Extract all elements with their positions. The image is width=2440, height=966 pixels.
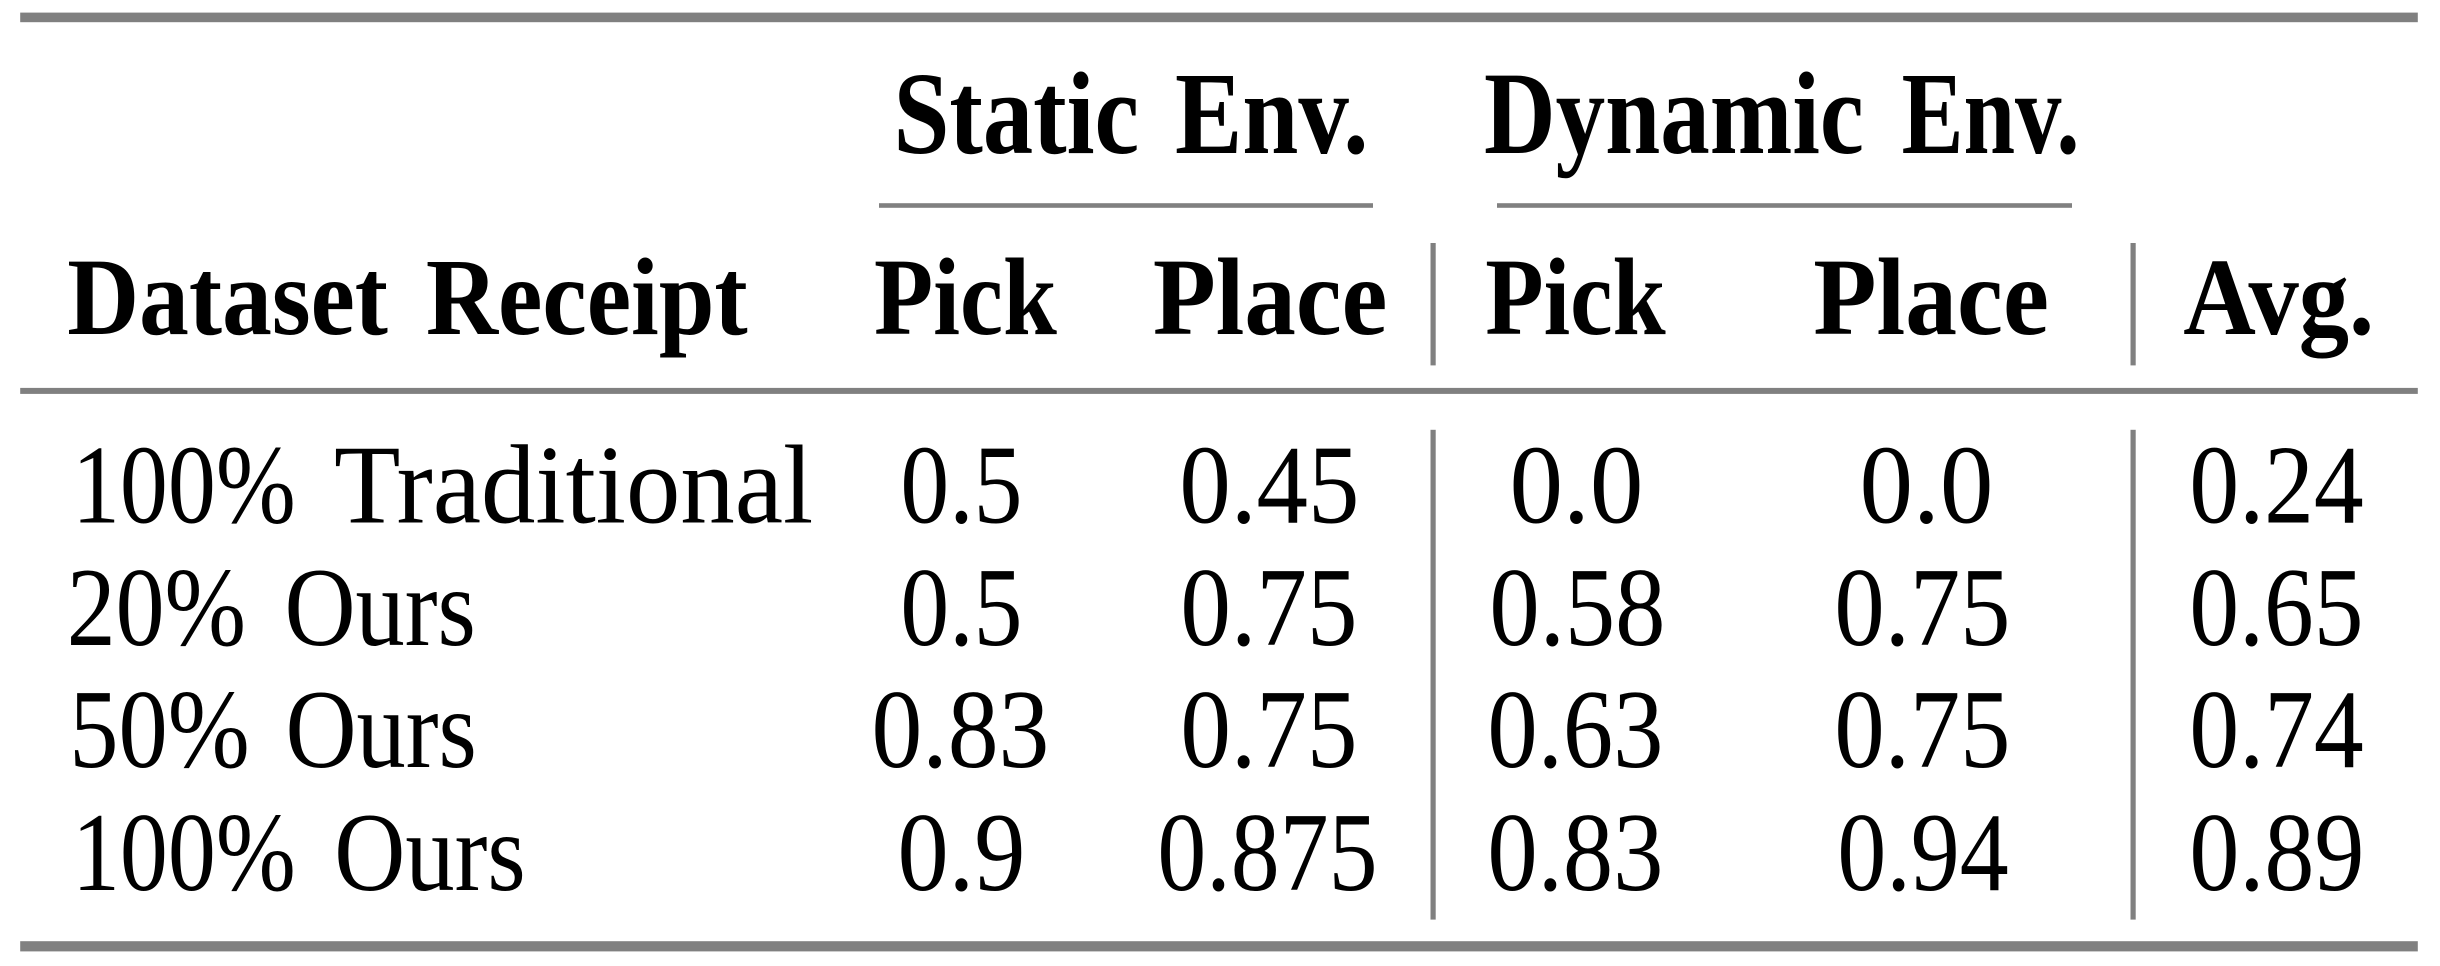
svg-text:0.75: 0.75 [1180, 668, 1357, 792]
svg-text:0.58: 0.58 [1489, 546, 1665, 670]
svg-text:0.0: 0.0 [1510, 424, 1644, 548]
svg-text:Pick: Pick [1485, 236, 1666, 358]
svg-text:0.45: 0.45 [1179, 424, 1359, 548]
svg-text:0.875: 0.875 [1157, 791, 1377, 915]
svg-text:0.75: 0.75 [1834, 546, 2010, 670]
svg-text:100%: 100% [72, 424, 296, 548]
svg-text:0.65: 0.65 [2189, 546, 2363, 670]
svg-text:Receipt: Receipt [426, 236, 748, 358]
svg-text:0.0: 0.0 [1860, 424, 1994, 548]
svg-text:Place: Place [1153, 236, 1388, 358]
svg-text:Dataset: Dataset [67, 236, 388, 358]
svg-text:0.75: 0.75 [1834, 668, 2010, 792]
svg-text:Env.: Env. [1175, 48, 1369, 179]
svg-text:0.83: 0.83 [871, 668, 1049, 792]
svg-text:0.94: 0.94 [1837, 791, 2008, 915]
svg-text:0.75: 0.75 [1180, 546, 1357, 670]
svg-text:50%: 50% [69, 668, 249, 792]
svg-text:Ours: Ours [284, 546, 475, 670]
svg-text:Static: Static [893, 48, 1139, 179]
svg-text:Ours: Ours [334, 791, 525, 915]
svg-text:0.5: 0.5 [900, 546, 1022, 670]
svg-text:Traditional: Traditional [334, 424, 813, 548]
svg-text:Env.: Env. [1902, 48, 2080, 179]
svg-text:Dynamic: Dynamic [1484, 48, 1864, 179]
svg-text:0.83: 0.83 [1487, 791, 1663, 915]
svg-text:0.5: 0.5 [900, 424, 1022, 548]
svg-text:Pick: Pick [874, 236, 1058, 358]
svg-text:100%: 100% [72, 791, 296, 915]
svg-text:0.89: 0.89 [2189, 791, 2364, 915]
svg-text:0.74: 0.74 [2189, 668, 2363, 792]
svg-text:0.24: 0.24 [2189, 424, 2363, 548]
svg-text:20%: 20% [67, 546, 246, 670]
svg-text:Ours: Ours [285, 668, 476, 792]
svg-text:0.9: 0.9 [897, 791, 1025, 915]
svg-text:0.63: 0.63 [1487, 668, 1663, 792]
svg-text:Avg.: Avg. [2183, 236, 2374, 358]
svg-text:Place: Place [1813, 236, 2049, 358]
